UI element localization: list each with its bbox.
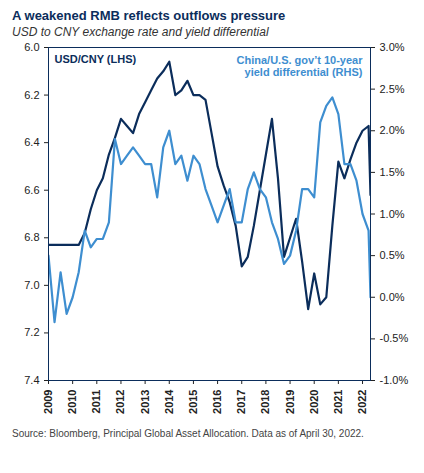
- svg-text:0.0%: 0.0%: [380, 291, 405, 303]
- svg-text:2022: 2022: [356, 390, 368, 414]
- svg-text:-0.5%: -0.5%: [380, 332, 409, 344]
- svg-text:China/U.S. gov’t 10-yearyield: China/U.S. gov’t 10-yearyield differenti…: [237, 54, 364, 78]
- svg-text:7.0: 7.0: [24, 279, 39, 291]
- svg-text:0.5%: 0.5%: [380, 249, 405, 261]
- svg-text:1.0%: 1.0%: [380, 208, 405, 220]
- svg-text:2017: 2017: [235, 390, 247, 414]
- svg-text:2010: 2010: [66, 390, 78, 414]
- svg-text:2013: 2013: [139, 390, 151, 414]
- svg-text:2011: 2011: [90, 390, 102, 414]
- svg-text:2019: 2019: [284, 390, 296, 414]
- svg-text:2012: 2012: [114, 390, 126, 414]
- html-text:Source: Bloomberg, Principal G: Source: Bloomberg, Principal Global Asse…: [12, 428, 364, 439]
- svg-text:2009: 2009: [42, 390, 54, 414]
- svg-text:2021: 2021: [332, 390, 344, 414]
- svg-text:3.0%: 3.0%: [380, 41, 405, 53]
- svg-text:2014: 2014: [163, 389, 175, 414]
- svg-text:6.0: 6.0: [24, 41, 39, 53]
- svg-text:2.5%: 2.5%: [380, 83, 405, 95]
- svg-text:6.8: 6.8: [24, 231, 39, 243]
- svg-text:6.6: 6.6: [24, 184, 39, 196]
- svg-text:2020: 2020: [308, 390, 320, 414]
- svg-text:-1.0%: -1.0%: [380, 374, 409, 386]
- svg-text:6.2: 6.2: [24, 89, 39, 101]
- svg-text:2015: 2015: [187, 390, 199, 414]
- svg-text:6.4: 6.4: [24, 136, 39, 148]
- svg-text:7.4: 7.4: [24, 374, 39, 386]
- svg-text:7.2: 7.2: [24, 326, 39, 338]
- svg-text:USD/CNY (LHS): USD/CNY (LHS): [55, 53, 137, 65]
- svg-text:2018: 2018: [259, 390, 271, 414]
- svg-text:2.0%: 2.0%: [380, 124, 405, 136]
- html-text:A weakened RMB reflects outflo: A weakened RMB reflects outflows pressur…: [12, 8, 286, 23]
- svg-text:1.5%: 1.5%: [380, 166, 405, 178]
- html-text:USD to CNY exchange rate and y: USD to CNY exchange rate and yield diffe…: [12, 25, 269, 39]
- svg-text:2016: 2016: [211, 390, 223, 414]
